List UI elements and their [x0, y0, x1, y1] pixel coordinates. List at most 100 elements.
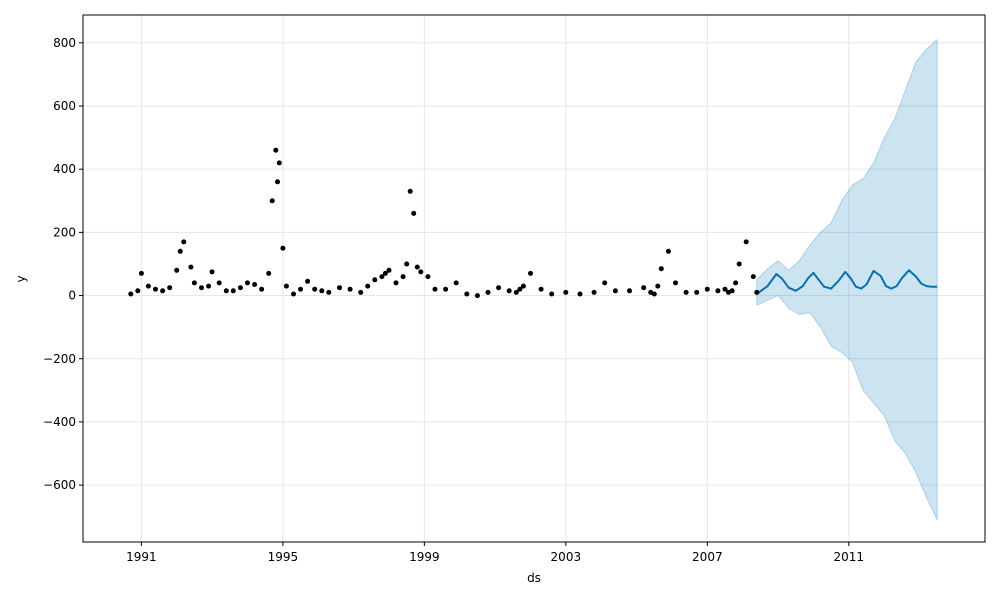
observed-point — [358, 289, 364, 295]
observed-point — [275, 179, 280, 185]
uncertainty-band-layer — [756, 38, 938, 521]
forecast-line — [756, 269, 938, 295]
observed-point — [312, 286, 318, 292]
y-tick-label: −200 — [43, 352, 76, 366]
observed-point — [627, 288, 632, 294]
observed-point — [167, 285, 173, 291]
observed-point — [326, 289, 332, 295]
observed-point — [602, 280, 608, 286]
y-axis-ticks: 800 600 400 200 0 −200 −400 −600 — [43, 36, 83, 492]
observed-point — [135, 288, 141, 294]
observed-point — [733, 280, 739, 286]
observed-point — [188, 264, 194, 270]
x-tick-label: 2003 — [551, 550, 582, 564]
observed-point — [528, 270, 533, 276]
observed-point — [291, 291, 296, 297]
observed-point — [750, 274, 756, 280]
observed-point — [743, 239, 749, 245]
observed-point — [754, 289, 760, 295]
observed-point — [407, 188, 413, 194]
observed-point — [273, 147, 279, 153]
observed-point — [216, 280, 222, 286]
y-axis-label: y — [14, 275, 28, 282]
observed-point — [237, 285, 243, 291]
observed-point — [382, 270, 388, 276]
observed-point — [337, 285, 342, 291]
observed-point — [517, 286, 523, 292]
observed-point — [506, 288, 512, 294]
observed-point — [209, 269, 215, 275]
x-axis-label: ds — [527, 571, 541, 585]
y-tick-label: 800 — [53, 36, 76, 50]
plot-frame — [82, 14, 986, 543]
forecast-line-layer — [756, 269, 938, 295]
observed-point — [269, 198, 275, 204]
observed-point — [673, 280, 678, 286]
x-tick-label: 2007 — [692, 550, 723, 564]
observed-point — [245, 280, 250, 286]
observed-point — [153, 286, 158, 292]
observed-point — [414, 264, 420, 270]
observed-point — [276, 160, 282, 166]
observed-point — [280, 245, 286, 251]
observed-point — [145, 283, 151, 289]
observed-point — [704, 286, 710, 292]
observed-point — [138, 270, 144, 276]
observed-point — [404, 261, 410, 267]
observed-point — [722, 286, 728, 292]
observed-point — [715, 288, 721, 294]
observed-point — [386, 267, 392, 273]
observed-point — [266, 270, 272, 276]
y-tick-label: −600 — [43, 478, 76, 492]
y-tick-label: −400 — [43, 415, 76, 429]
observed-point — [199, 285, 204, 291]
observed-point — [694, 289, 700, 295]
observed-point — [453, 280, 459, 286]
observed-point — [729, 288, 735, 294]
observed-point — [658, 266, 664, 272]
observed-point — [474, 293, 480, 299]
x-tick-label: 1995 — [268, 550, 299, 564]
observed-point — [665, 248, 671, 254]
observed-point — [400, 274, 406, 280]
observed-point — [372, 277, 378, 283]
observed-point — [538, 286, 544, 292]
observed-point — [683, 289, 689, 295]
observed-point — [298, 286, 303, 292]
observed-point — [443, 286, 449, 292]
observed-point — [612, 288, 618, 294]
observed-point — [305, 278, 311, 284]
observed-point — [319, 288, 325, 294]
observed-point — [411, 210, 417, 216]
observed-point — [160, 288, 166, 294]
observed-point — [418, 269, 424, 275]
observed-points-layer — [128, 147, 760, 299]
observed-point — [259, 286, 265, 292]
observed-point — [736, 261, 742, 267]
y-tick-label: 600 — [53, 99, 76, 113]
observed-point — [230, 288, 236, 294]
observed-point — [563, 289, 569, 295]
uncertainty-band — [756, 38, 938, 521]
observed-point — [393, 280, 399, 286]
observed-point — [577, 291, 583, 297]
observed-point — [174, 267, 180, 273]
grid-lines — [83, 15, 985, 542]
observed-point — [181, 239, 187, 245]
observed-point — [206, 283, 212, 289]
observed-point — [591, 289, 597, 295]
observed-point — [432, 286, 438, 292]
observed-point — [641, 285, 647, 291]
observed-point — [496, 285, 502, 291]
observed-point — [655, 283, 661, 289]
observed-point — [252, 282, 258, 287]
observed-point — [513, 289, 519, 295]
observed-point — [223, 288, 229, 294]
y-tick-label: 400 — [53, 162, 76, 176]
observed-point — [651, 291, 657, 297]
y-tick-label: 0 — [68, 289, 76, 303]
observed-point — [128, 291, 134, 297]
